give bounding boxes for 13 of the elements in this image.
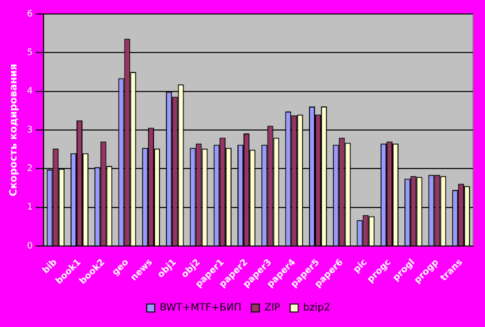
y-tick-label: 4 bbox=[26, 86, 33, 97]
legend-label: ZIP bbox=[264, 302, 280, 314]
y-tick-label: 0 bbox=[26, 241, 33, 252]
legend-label: bzip2 bbox=[303, 302, 330, 314]
y-axis-title: Скорость кодирования bbox=[8, 64, 20, 196]
y-tick-label: 5 bbox=[26, 48, 33, 58]
legend-label: BWT+MTF+БИП bbox=[160, 302, 242, 314]
y-tick-label: 3 bbox=[26, 125, 33, 136]
x-tick-label: bib bbox=[41, 257, 60, 276]
y-tick-label: 2 bbox=[26, 164, 33, 174]
x-tick-label: pic bbox=[352, 258, 370, 276]
y-tick-label: 6 bbox=[26, 9, 33, 20]
y-tick-label: 1 bbox=[26, 202, 33, 213]
